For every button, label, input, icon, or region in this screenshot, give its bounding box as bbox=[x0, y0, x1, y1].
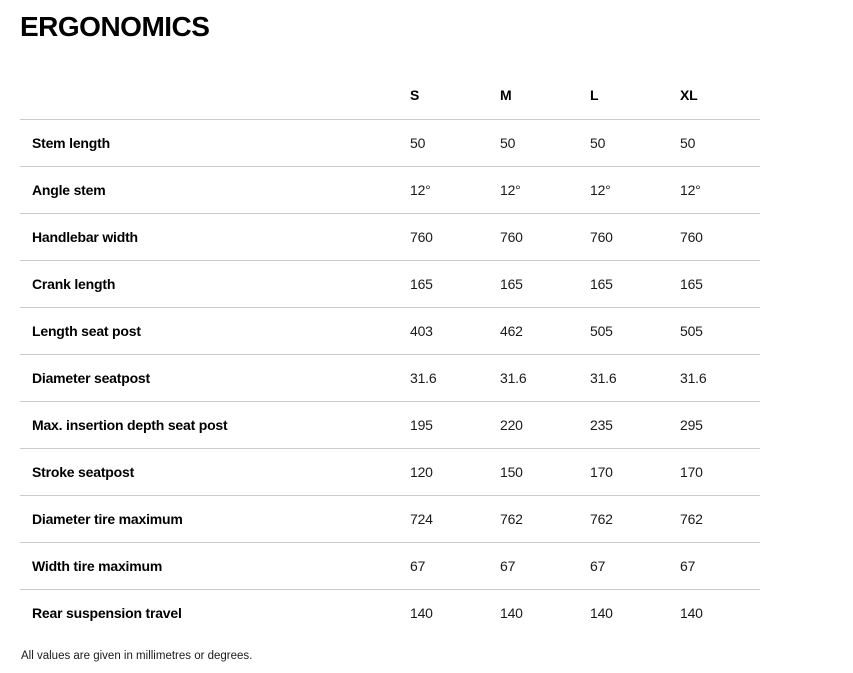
spec-label: Angle stem bbox=[32, 181, 106, 198]
table-row: Stroke seatpost 120 150 170 170 bbox=[20, 448, 760, 495]
table-body: Stem length 50 50 50 50 Angle stem 12° 1… bbox=[20, 119, 760, 636]
spec-value: 165 bbox=[410, 275, 433, 292]
spec-label: Crank length bbox=[32, 275, 116, 292]
spec-label: Rear suspension travel bbox=[32, 604, 182, 621]
spec-value: 760 bbox=[590, 228, 613, 245]
spec-value: 67 bbox=[680, 557, 696, 574]
ergonomics-table: S M L XL Stem length 50 50 50 50 Angle s… bbox=[20, 72, 760, 636]
page-title: ERGONOMICS bbox=[20, 11, 210, 42]
spec-label: Handlebar width bbox=[32, 228, 138, 245]
spec-value: 31.6 bbox=[500, 369, 527, 386]
spec-value: 760 bbox=[500, 228, 523, 245]
spec-value: 505 bbox=[590, 322, 613, 339]
spec-value: 760 bbox=[410, 228, 433, 245]
table-row: Width tire maximum 67 67 67 67 bbox=[20, 542, 760, 589]
spec-value: 50 bbox=[500, 134, 516, 151]
spec-value: 12° bbox=[680, 181, 701, 198]
spec-value: 235 bbox=[590, 416, 613, 433]
column-header-l: L bbox=[590, 72, 680, 120]
table-header: S M L XL bbox=[20, 72, 760, 120]
spec-value: 762 bbox=[680, 510, 703, 527]
spec-value: 165 bbox=[500, 275, 523, 292]
spec-value: 505 bbox=[680, 322, 703, 339]
spec-value: 50 bbox=[680, 134, 696, 151]
table-row: Rear suspension travel 140 140 140 140 bbox=[20, 589, 760, 636]
spec-value: 67 bbox=[590, 557, 606, 574]
spec-label: Diameter seatpost bbox=[32, 369, 150, 386]
spec-value: 220 bbox=[500, 416, 523, 433]
spec-value: 403 bbox=[410, 322, 433, 339]
spec-value: 760 bbox=[680, 228, 703, 245]
spec-value: 140 bbox=[410, 604, 433, 621]
spec-value: 31.6 bbox=[410, 369, 437, 386]
spec-value: 762 bbox=[500, 510, 523, 527]
spec-value: 170 bbox=[590, 463, 613, 480]
spec-value: 165 bbox=[590, 275, 613, 292]
table-row: Handlebar width 760 760 760 760 bbox=[20, 213, 760, 260]
spec-value: 50 bbox=[590, 134, 606, 151]
spec-value: 195 bbox=[410, 416, 433, 433]
spec-value: 140 bbox=[590, 604, 613, 621]
spec-value: 170 bbox=[680, 463, 703, 480]
spec-value: 724 bbox=[410, 510, 433, 527]
spec-value: 67 bbox=[500, 557, 516, 574]
table-header-row: S M L XL bbox=[20, 72, 760, 120]
column-header-s: S bbox=[410, 72, 500, 120]
table-row: Diameter seatpost 31.6 31.6 31.6 31.6 bbox=[20, 354, 760, 401]
spec-value: 120 bbox=[410, 463, 433, 480]
spec-label: Stroke seatpost bbox=[32, 463, 135, 480]
header-label-spacer bbox=[20, 72, 410, 120]
spec-value: 295 bbox=[680, 416, 703, 433]
spec-value: 150 bbox=[500, 463, 523, 480]
spec-value: 67 bbox=[410, 557, 426, 574]
spec-value: 12° bbox=[500, 181, 521, 198]
table-row: Max. insertion depth seat post 195 220 2… bbox=[20, 401, 760, 448]
spec-label: Length seat post bbox=[32, 322, 141, 339]
table-row: Length seat post 403 462 505 505 bbox=[20, 307, 760, 354]
spec-value: 762 bbox=[590, 510, 613, 527]
spec-label: Max. insertion depth seat post bbox=[32, 416, 228, 433]
spec-label: Stem length bbox=[32, 134, 110, 151]
spec-value: 140 bbox=[500, 604, 523, 621]
spec-value: 462 bbox=[500, 322, 523, 339]
spec-value: 31.6 bbox=[680, 369, 707, 386]
column-header-xl: XL bbox=[680, 72, 760, 120]
table-row: Stem length 50 50 50 50 bbox=[20, 119, 760, 166]
column-header-m: M bbox=[500, 72, 590, 120]
spec-value: 50 bbox=[410, 134, 426, 151]
table-row: Diameter tire maximum 724 762 762 762 bbox=[20, 495, 760, 542]
spec-value: 12° bbox=[410, 181, 431, 198]
table-row: Crank length 165 165 165 165 bbox=[20, 260, 760, 307]
spec-label: Width tire maximum bbox=[32, 557, 163, 574]
spec-value: 12° bbox=[590, 181, 611, 198]
units-footnote: All values are given in millimetres or d… bbox=[21, 650, 253, 662]
spec-value: 31.6 bbox=[590, 369, 617, 386]
spec-value: 140 bbox=[680, 604, 703, 621]
table-row: Angle stem 12° 12° 12° 12° bbox=[20, 166, 760, 213]
spec-label: Diameter tire maximum bbox=[32, 510, 183, 527]
spec-value: 165 bbox=[680, 275, 703, 292]
